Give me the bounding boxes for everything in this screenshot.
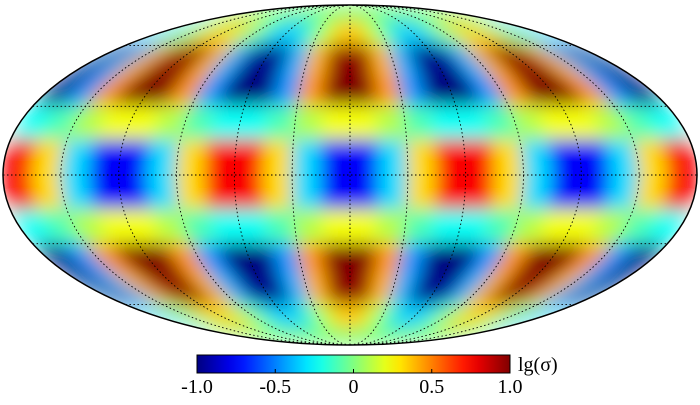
cell [296, 242, 328, 277]
cell [175, 139, 210, 176]
cell [320, 174, 351, 211]
cell [405, 139, 438, 176]
colorbar-tick-label: -1.0 [181, 376, 213, 398]
map-outline [2, 4, 698, 346]
meridian [349, 4, 582, 346]
cell [462, 174, 496, 211]
cell [349, 73, 378, 108]
cell [462, 139, 496, 176]
cell [146, 174, 182, 211]
colorbar-label: lg(σ) [518, 354, 558, 376]
cell [377, 174, 409, 211]
cell [375, 105, 408, 141]
cell [575, 174, 612, 211]
cell [320, 105, 351, 141]
cell [117, 139, 153, 176]
cell [325, 44, 351, 76]
cell [490, 139, 525, 176]
cell [320, 209, 351, 245]
cell [292, 105, 325, 141]
meridian [118, 4, 351, 346]
cell [262, 174, 295, 211]
cell [490, 174, 525, 211]
map-area [3, 5, 697, 345]
cell [146, 139, 182, 176]
cell [349, 105, 380, 141]
colorbar-tick-label: -0.5 [259, 376, 291, 398]
cell [325, 274, 351, 306]
field [3, 5, 697, 345]
cell [204, 174, 238, 211]
cell [375, 209, 408, 245]
cell [349, 139, 380, 176]
cell [233, 174, 266, 211]
cell [175, 174, 210, 211]
cell [405, 174, 438, 211]
cell [233, 139, 266, 176]
colorbar-tick-label: 1.0 [498, 376, 523, 398]
cell [322, 242, 351, 277]
cell [518, 174, 554, 211]
cell [434, 139, 467, 176]
cell [291, 139, 323, 176]
cell [518, 139, 554, 176]
cell [547, 174, 583, 211]
colorbar-tick-label: 0.5 [419, 376, 444, 398]
cell [292, 209, 325, 245]
graticule [3, 4, 697, 346]
meridian [349, 4, 640, 346]
meridian [233, 4, 351, 346]
cell [575, 139, 612, 176]
cell [320, 139, 351, 176]
cell [296, 73, 328, 108]
cell [377, 139, 409, 176]
cell [262, 139, 295, 176]
cell [349, 242, 378, 277]
cell [264, 209, 298, 245]
cell [117, 174, 153, 211]
cell [349, 174, 380, 211]
colorbar-tick-label: 0 [349, 376, 359, 398]
cell [322, 73, 351, 108]
cell [204, 139, 238, 176]
meridian [349, 4, 467, 346]
cell [547, 139, 583, 176]
cell [264, 105, 298, 141]
cell [291, 174, 323, 211]
cell [434, 174, 467, 211]
cell [349, 209, 380, 245]
